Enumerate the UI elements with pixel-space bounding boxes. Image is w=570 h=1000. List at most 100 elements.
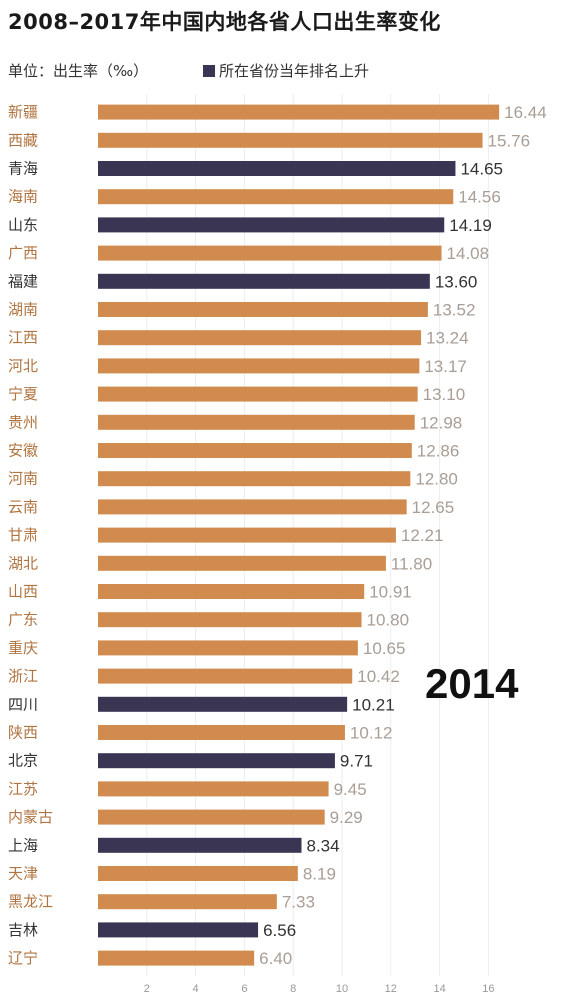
value-label: 12.80 [415,470,458,489]
category-label: 湖南 [8,301,38,319]
value-label: 13.52 [433,301,476,320]
value-label: 10.91 [369,583,412,602]
value-label: 14.08 [447,244,490,263]
bar [98,668,353,684]
year-label: 2014 [425,660,519,707]
bar [98,781,329,797]
unit-label: 单位：出生率（‰） [8,62,149,80]
value-label: 6.40 [259,949,292,968]
category-label: 黑龙江 [8,893,53,911]
bar [98,809,325,825]
x-tick-label: 2 [144,983,150,995]
category-label: 天津 [8,865,38,883]
bar [98,584,365,599]
value-label: 12.98 [420,413,463,432]
x-tick-label: 10 [336,983,348,995]
category-label: 西藏 [8,131,38,149]
value-label: 9.29 [330,808,363,827]
bar [98,330,422,346]
bar [98,640,358,656]
x-tick-label: 16 [482,983,494,995]
bar [98,555,386,571]
value-label: 14.56 [458,188,501,207]
category-label: 湖北 [8,554,38,572]
value-label: 13.60 [435,272,478,291]
category-label: 重庆 [8,639,38,657]
bar [98,358,420,374]
bar [98,612,362,628]
category-label: 内蒙古 [8,808,53,826]
category-label: 云南 [8,498,38,516]
category-label: 江苏 [8,780,38,798]
bar [98,499,407,515]
category-label: 四川 [8,695,38,713]
bar [98,922,259,938]
category-label: 青海 [8,160,38,178]
value-label: 10.12 [350,724,393,743]
value-label: 9.71 [340,752,373,771]
value-label: 10.21 [352,695,395,714]
value-label: 10.65 [363,639,406,658]
category-label: 浙江 [8,667,38,685]
category-label: 上海 [8,836,38,854]
bar [98,217,445,233]
category-label: 甘肃 [8,526,38,544]
category-label: 河南 [8,470,38,488]
category-label: 安徽 [8,442,38,460]
bar [98,386,418,402]
bar [98,696,348,712]
value-label: 13.24 [426,329,469,348]
value-label: 12.86 [417,442,460,461]
value-label: 13.17 [424,357,467,376]
x-tick-label: 6 [241,983,247,995]
value-label: 8.34 [306,836,339,855]
category-label: 吉林 [8,921,38,939]
x-tick-label: 4 [193,983,199,995]
category-label: 河北 [8,357,38,375]
category-label: 广东 [8,611,38,629]
value-label: 13.10 [423,385,466,404]
chart-title: 2008–2017年中国内地各省人口出生率变化 [8,10,441,34]
bar [98,950,255,966]
bar [98,273,430,289]
category-label: 福建 [8,272,38,290]
bar [98,189,454,205]
bar [98,527,396,543]
bar [98,471,411,487]
value-label: 10.80 [367,611,410,630]
value-label: 12.65 [412,498,455,517]
category-label: 山西 [8,583,38,601]
legend: 所在省份当年排名上升 [203,60,369,81]
x-tick-label: 8 [290,983,296,995]
value-label: 16.44 [504,103,547,122]
category-label: 贵州 [8,413,38,431]
x-tick-label: 12 [385,983,397,995]
value-label: 10.42 [357,667,400,686]
value-label: 15.76 [488,131,531,150]
bar [98,837,302,853]
category-label: 宁夏 [8,385,38,403]
bar [98,132,483,148]
bar [98,443,412,458]
bar [98,302,428,317]
value-label: 12.21 [401,526,444,545]
category-label: 海南 [8,188,38,206]
category-label: 陕西 [8,724,38,742]
x-tick-label: 14 [433,983,445,995]
category-label: 新疆 [8,103,38,121]
value-label: 11.80 [391,554,432,573]
bar [98,753,335,769]
category-label: 广西 [8,244,38,262]
bar [98,104,500,120]
value-label: 14.65 [460,160,503,179]
bar [98,725,345,740]
category-label: 北京 [8,752,38,770]
value-label: 6.56 [263,921,296,940]
bar [98,245,442,261]
value-label: 14.19 [449,216,492,235]
category-label: 辽宁 [8,949,38,967]
bar [98,414,415,430]
value-label: 9.45 [334,780,367,799]
value-label: 7.33 [282,893,315,912]
